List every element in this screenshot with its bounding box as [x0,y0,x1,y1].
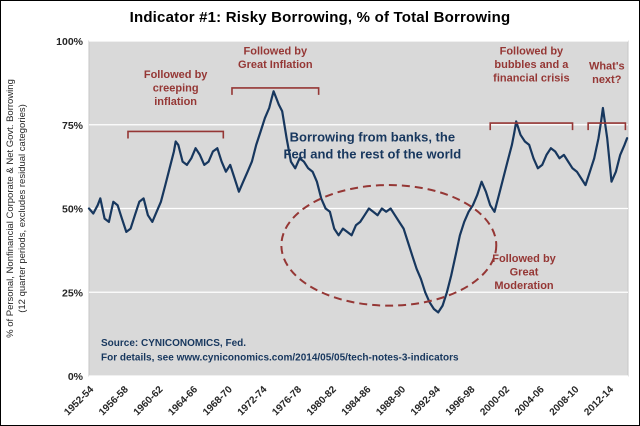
great-moderation-ellipse [280,184,498,307]
annotation-text-line: What's [589,60,625,72]
y-tick-label: 25% [62,287,84,299]
series-label-line: Fed and the rest of the world [284,147,462,162]
annotation-bracket [231,87,320,95]
annotation-text-line: bubbles and a [494,59,569,71]
x-tick-label: 1996-98 [444,384,478,418]
annotation-text-line: creeping [153,82,199,94]
annotation-text-line: Followed by [500,45,564,57]
annotation-text-line: financial crisis [493,72,569,84]
annotation-text-line: inflation [154,96,197,108]
x-tick-label: 1956-58 [97,384,131,418]
annotation-bracket [587,122,627,131]
moderation-text-line: Followed by [492,253,556,265]
annotation-text-line: Followed by [144,69,208,81]
chart-title: Indicator #1: Risky Borrowing, % of Tota… [129,9,511,26]
moderation-text-line: Moderation [494,280,554,292]
y-tick-label: 50% [62,204,84,216]
x-tick-label: 1952-54 [62,384,96,418]
x-tick-label: 2012-14 [582,384,616,418]
moderation-text-line: Great [510,267,539,279]
x-tick-label: 1988-90 [374,384,408,418]
y-axis-title-line: % of Personal, Nonfinancial Corporate & … [5,79,16,338]
x-tick-label: 1972-74 [236,384,270,418]
x-tick-label: 1960-62 [132,384,166,418]
x-tick-label: 1968-70 [201,384,235,418]
x-tick-label: 2004-06 [513,384,547,418]
y-tick-label: 75% [62,120,84,132]
x-tick-label: 2008-10 [548,384,582,418]
series-line [87,90,629,314]
x-tick-label: 2000-02 [478,384,512,418]
source-text-line: For details, see www.cyniconomics.com/20… [101,352,459,363]
x-tick-label: 1964-66 [166,384,200,418]
y-tick-label: 100% [56,36,84,48]
series-label-line: Borrowing from banks, the [290,130,455,145]
annotation-bracket [489,122,574,131]
y-axis-title-line: (12 quarter periods, excludes residual c… [17,104,28,313]
annotation-text-line: Followed by [244,45,308,57]
x-tick-label: 1984-86 [340,384,374,418]
risky-borrowing-line-chart: 0% 25% 50% 75% 100% 1952-54 1956-58 1960-62 1964… [5,36,629,418]
annotation-text-line: Great Inflation [238,59,313,71]
annotation-text-line: next? [592,74,622,86]
x-tick-label: 1992-94 [409,384,443,418]
x-tick-label: 1976-78 [270,384,304,418]
annotation-bracket [127,130,225,139]
y-tick-label: 0% [68,371,84,383]
x-tick-label: 1980-82 [305,384,339,418]
source-text-line: Source: CYNICONOMICS, Fed. [101,338,246,349]
